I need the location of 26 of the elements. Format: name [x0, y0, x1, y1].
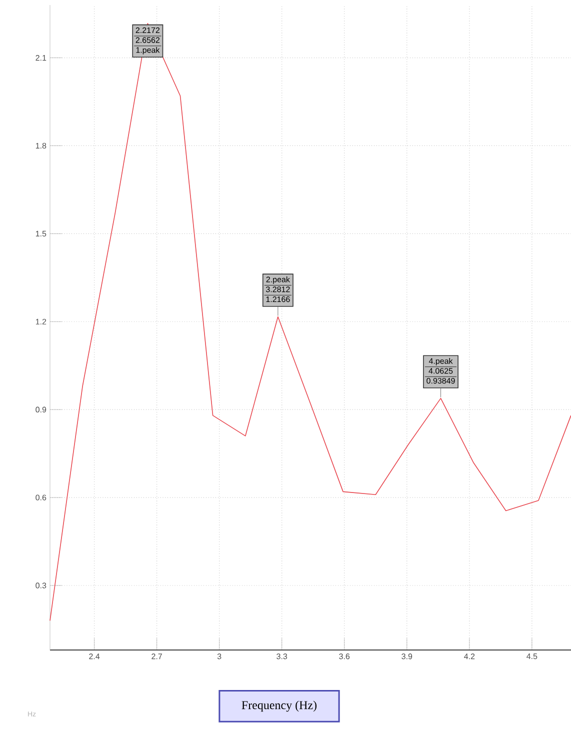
y-tick-label: 1.2	[36, 318, 46, 324]
y-tick-label: 2.1	[36, 54, 46, 61]
y-tick-label: 0.3	[35, 582, 46, 588]
x-tick-label: 3.3	[276, 654, 287, 660]
x-tick-label: 4.2	[464, 654, 474, 660]
annotation: 4.0625	[428, 368, 452, 374]
annotation: 2.2172	[136, 27, 160, 33]
x-tick-label: 4.5	[526, 654, 537, 660]
annotation: 2.6562	[136, 37, 160, 43]
y-tick-label: 1.5	[36, 230, 46, 236]
x-tick-label: 2.4	[88, 654, 100, 660]
y-tick-label: 0.6	[35, 494, 46, 500]
annotation: 2.peak	[266, 276, 290, 284]
annotation: 3.2812	[266, 286, 290, 292]
y-tick-label: 1.8	[36, 142, 46, 149]
annotation: 0.93849	[426, 378, 455, 384]
x-tick-label: 2.7	[151, 654, 162, 660]
x-axis-title: Frequency (Hz)	[242, 700, 316, 712]
x-tick-label: 3.9	[401, 654, 412, 660]
annotation: 1.2166	[266, 296, 290, 302]
line-series	[49, 23, 571, 622]
x-tick-label: 3.6	[338, 654, 350, 660]
y-tick-label: 0.9	[35, 406, 46, 412]
annotation: 1.peak	[136, 46, 160, 54]
annotation: 4.peak	[428, 358, 453, 366]
x-tick-label: 3	[217, 654, 221, 660]
